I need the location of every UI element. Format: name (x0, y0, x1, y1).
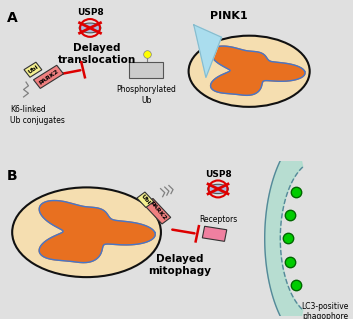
Ellipse shape (79, 23, 101, 33)
Ellipse shape (208, 184, 228, 194)
Text: Receptors: Receptors (199, 215, 237, 224)
Text: Phosphorylated
Ub: Phosphorylated Ub (116, 85, 176, 105)
Text: LC3-positive
phagophore: LC3-positive phagophore (301, 302, 349, 319)
Text: Ubi: Ubi (27, 64, 39, 75)
Polygon shape (34, 65, 64, 88)
Text: Delayed
mitophagy: Delayed mitophagy (149, 254, 211, 276)
Polygon shape (39, 201, 155, 263)
FancyBboxPatch shape (129, 62, 163, 78)
Text: B: B (7, 169, 18, 183)
Ellipse shape (12, 187, 161, 277)
Polygon shape (211, 46, 305, 95)
Polygon shape (137, 192, 154, 207)
Polygon shape (144, 198, 171, 224)
Polygon shape (24, 62, 42, 77)
Polygon shape (202, 226, 227, 241)
Text: PARK2: PARK2 (148, 201, 167, 222)
Polygon shape (194, 25, 221, 78)
Text: USP8: USP8 (205, 170, 231, 179)
Text: A: A (7, 11, 18, 25)
Polygon shape (265, 138, 303, 319)
Text: USP8: USP8 (77, 8, 103, 17)
Text: Delayed
translocation: Delayed translocation (58, 43, 136, 65)
Ellipse shape (189, 36, 310, 107)
Text: Ubi: Ubi (140, 194, 151, 206)
Text: PINK1: PINK1 (210, 11, 247, 21)
Text: PARK2: PARK2 (38, 68, 59, 85)
Text: K6-linked
Ub conjugates: K6-linked Ub conjugates (11, 105, 65, 125)
